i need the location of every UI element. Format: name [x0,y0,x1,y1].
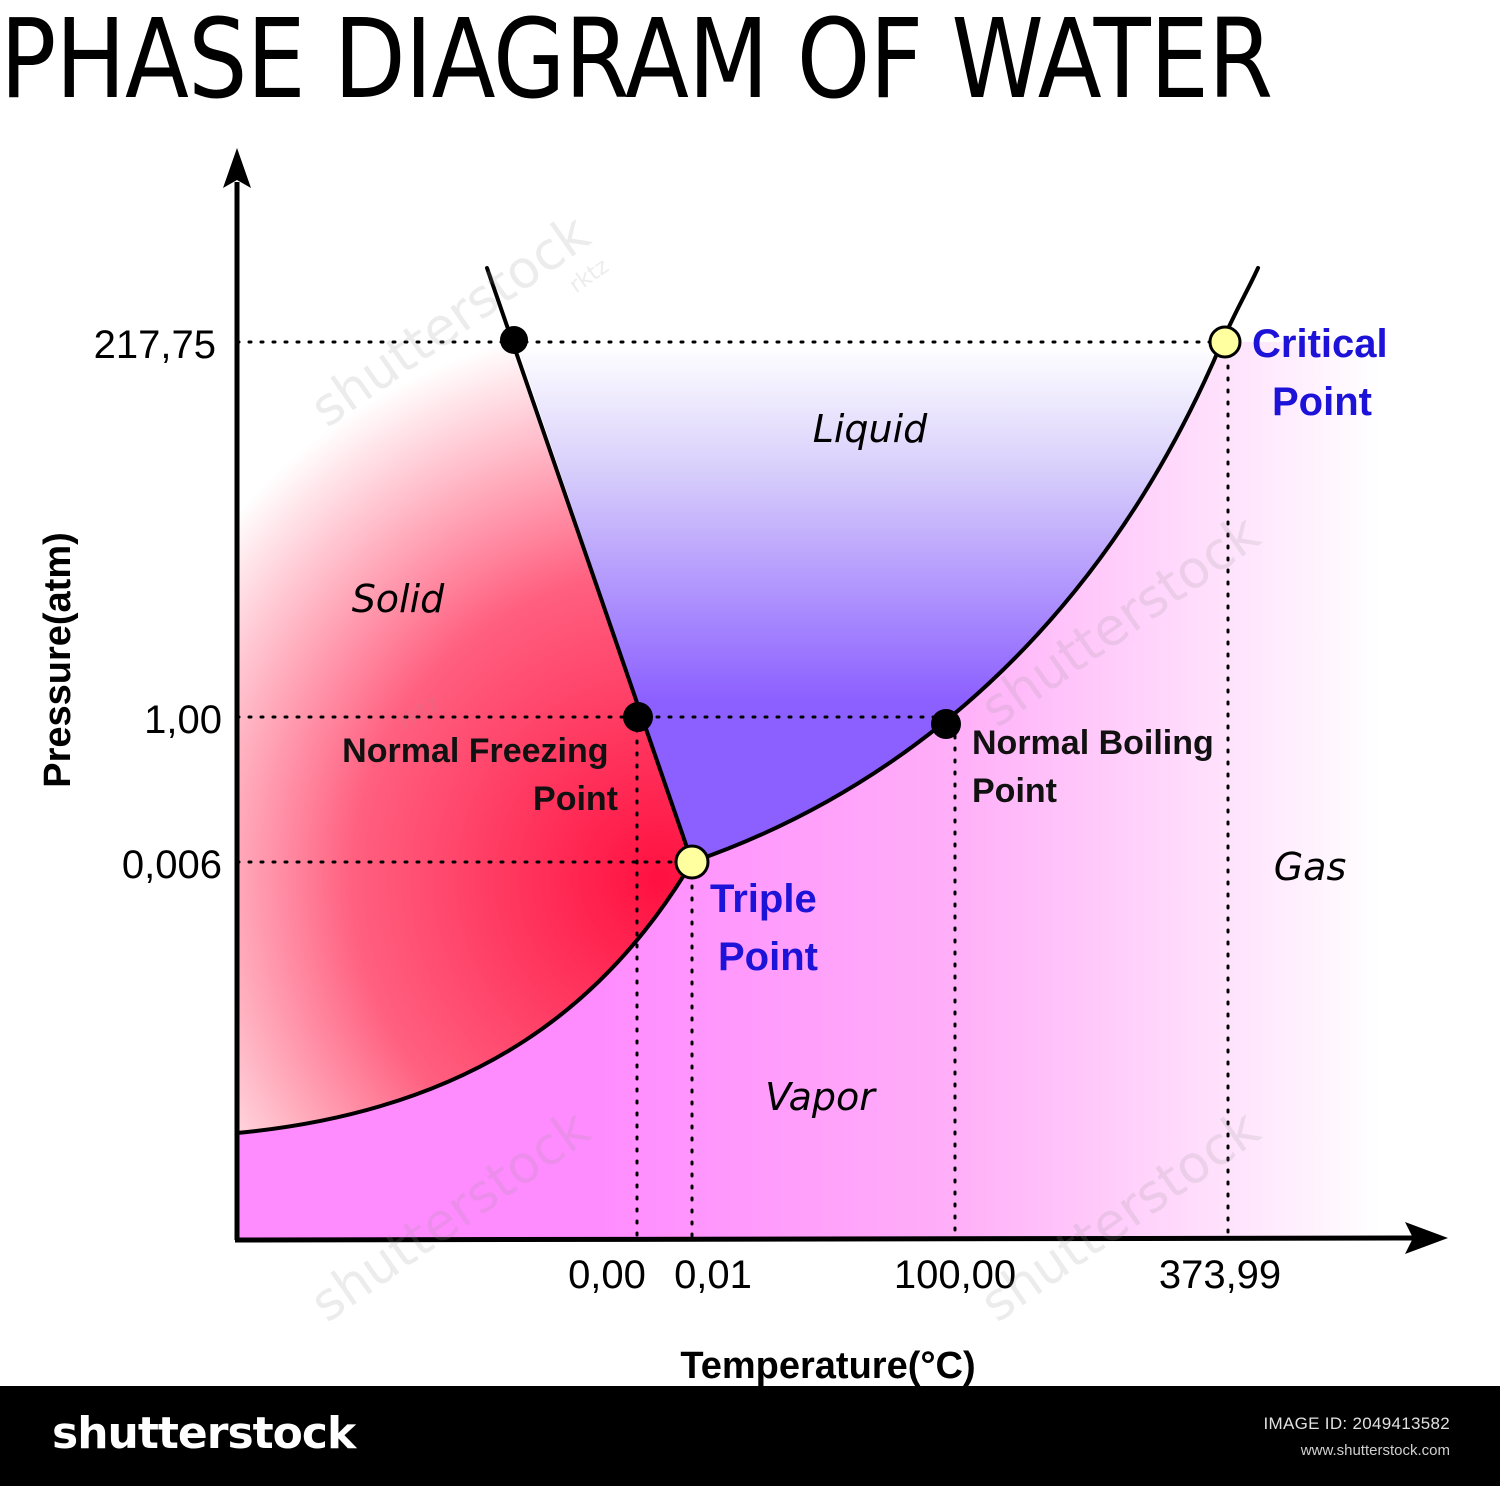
x-axis-arrow-icon [1405,1222,1448,1254]
x-tick-label: 100,00 [894,1253,1016,1297]
triple-point-marker [674,844,710,880]
y-tick-label: 217,75 [94,323,216,367]
critical-point-label: Critical Point [1252,322,1399,424]
solid-region [237,345,692,1133]
gas-label: Gas [1274,845,1347,889]
axes [234,182,1419,1243]
vapor-gas-region [237,342,1380,1238]
upper-fusion-point [500,326,528,354]
y-axis-arrow-icon [223,148,251,188]
x-axis-label: Temperature(°C) [680,1345,975,1386]
normal-freezing-point-marker [623,702,653,732]
reference-lines [235,340,1230,1240]
sublimation-curve [235,860,694,1135]
footer-url: www.shutterstock.com [1300,1442,1450,1459]
phase-diagram: Pressure(atm) Temperature(°C) 217,75 1,0… [37,148,1448,1386]
normal-boiling-label: Normal Boiling Point [972,724,1223,810]
page-title: PHASE DIAGRAM OF WATER [0,0,1273,123]
x-tick-label: 0,00 [568,1253,646,1297]
critical-point-marker [1208,325,1242,359]
normal-boiling-point-marker [931,709,961,739]
normal-freezing-label: Normal Freezing Point [342,732,618,818]
fusion-curve [485,266,694,864]
y-tick-label: 1,00 [144,698,222,742]
x-tick-label: 373,99 [1159,1253,1281,1297]
phase-boundaries [235,266,1260,1135]
image-id: IMAGE ID: 2049413582 [1263,1414,1450,1433]
liquid-region [516,342,1222,862]
vapor-label: Vapor [765,1075,877,1119]
liquid-label: Liquid [813,407,928,451]
solid-label: Solid [352,577,445,621]
y-tick-label: 0,006 [122,843,222,887]
x-tick-label: 0,01 [674,1253,752,1297]
y-axis-label: Pressure(atm) [37,532,79,788]
vaporization-curve [690,266,1260,864]
triple-point-label: Triple Point [710,877,828,979]
footer-bar: shutterstock IMAGE ID: 2049413582 www.sh… [0,1386,1500,1486]
footer-logo: shutterstock [52,1408,356,1459]
